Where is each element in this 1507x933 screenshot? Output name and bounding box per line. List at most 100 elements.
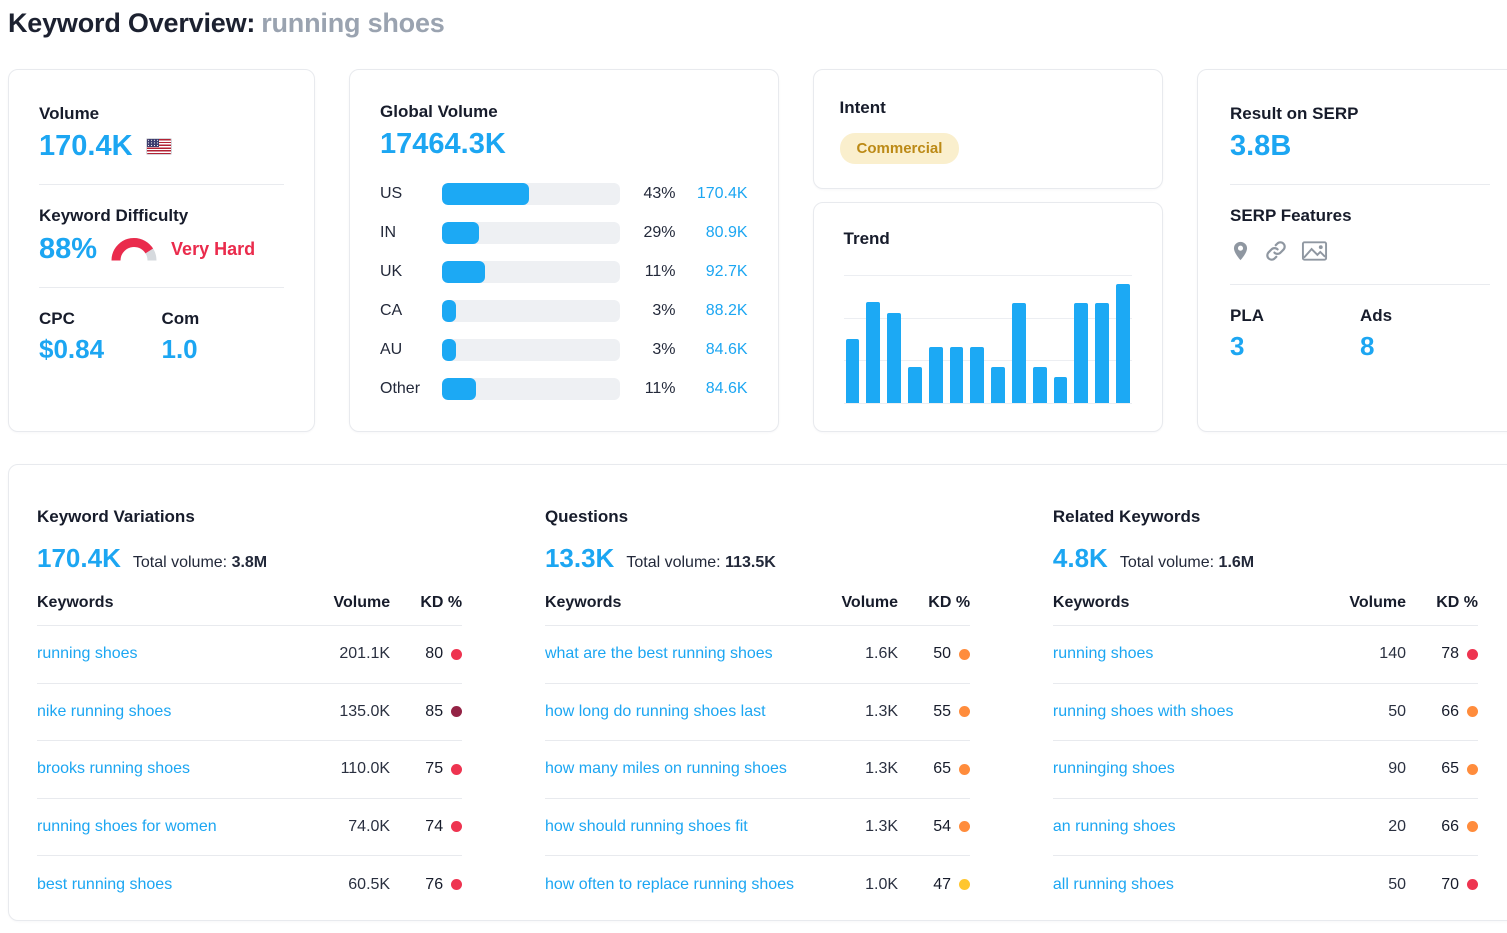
keyword-row: brooks running shoes 110.0K 75 [37,741,463,799]
keyword-volume: 74.0K [348,817,391,835]
keyword-variations-count: 170.4K [37,543,121,573]
related-keywords-section: Related Keywords 4.8K Total volume: 1.6M… [1052,507,1478,920]
questions-section: Questions 13.3K Total volume: 113.5K Key… [544,507,971,920]
total-volume-value: 3.8M [231,554,268,571]
pla-value: 3 [1230,330,1245,361]
col-volume: Volume [841,594,899,611]
kd-percent: 65 [1441,760,1459,778]
keyword-link[interactable]: running shoes with shoes [1052,702,1234,720]
cpc-label: CPC [39,308,75,328]
page-title-prefix: Keyword Overview: [8,8,256,38]
keyword-volume: 50 [1388,702,1406,720]
country-volume-link[interactable]: 170.4K [696,184,748,202]
country-volume-link[interactable]: 84.6K [705,379,748,397]
related-keywords-title: Related Keywords [1052,507,1201,526]
kd-percent: 47 [933,875,952,893]
keyword-link[interactable]: runninging shoes [1052,760,1175,778]
com-label: Com [161,308,200,328]
volume-bar-fill [442,377,476,400]
divider [1230,183,1490,185]
page-title: Keyword Overview: running shoes [8,8,1507,39]
keyword-row: running shoes 140 78 [1052,626,1478,684]
kd-percent: 50 [933,645,952,663]
country-volume-link[interactable]: 92.7K [705,262,748,280]
country-volume-link[interactable]: 80.9K [705,223,748,241]
kd-dot-icon [959,706,971,718]
keyword-link[interactable]: all running shoes [1052,875,1174,893]
keyword-link[interactable]: how long do running shoes last [544,702,766,720]
kd-percent: 75 [425,760,444,778]
kd-dot-icon [1467,648,1478,660]
keyword-volume: 50 [1388,875,1406,893]
country-volume-link[interactable]: 84.6K [705,340,748,358]
trend-bar [845,339,860,403]
divider [39,286,284,288]
gridline [843,275,1132,276]
kd-dot-icon [959,648,971,660]
keyword-difficulty-label: Keyword Difficulty [39,205,189,225]
us-flag-icon [145,138,172,156]
keyword-row: how long do running shoes last 1.3K 55 [544,684,971,741]
results-on-serp-value: 3.8B [1230,130,1292,162]
total-volume-label: Total volume: [132,554,228,571]
country-label: IN [380,223,396,241]
gridline [843,317,1132,319]
keyword-volume: 135.0K [339,702,391,720]
country-label: AU [380,340,403,358]
keyword-link[interactable]: brooks running shoes [37,760,190,778]
trend-bar [1116,283,1130,403]
keyword-link[interactable]: running shoes [37,645,138,663]
ads-value: 8 [1360,330,1375,361]
col-kd: KD % [420,594,463,611]
keyword-link[interactable]: an running shoes [1052,817,1176,835]
kd-percent: 76 [425,875,444,893]
keyword-link[interactable]: what are the best running shoes [544,645,773,663]
total-volume-value: 1.6M [1218,554,1255,571]
global-volume-title: Global Volume [380,102,498,121]
local-pack-icon [1233,241,1248,261]
col-volume: Volume [333,594,391,611]
trend-bar [1032,367,1047,403]
trend-bar [1095,303,1110,403]
col-keywords: Keywords [1052,594,1130,611]
divider [39,183,284,185]
volume-bar-track [442,377,620,400]
volume-bar-track [442,260,620,283]
kd-value: 88% [39,232,98,265]
keyword-volume: 110.0K [340,760,391,778]
trend-card: Trend [812,202,1163,432]
keyword-link[interactable]: nike running shoes [37,702,172,720]
kd-percent: 65 [933,760,952,778]
kd-dot-icon [1467,879,1478,891]
keyword-link[interactable]: running shoes for women [37,817,217,835]
country-volume-row: US 43% 170.4K [380,182,748,205]
kd-percent: 66 [1441,702,1459,720]
keyword-row: running shoes for women 74.0K 74 [37,799,463,856]
country-percent: 11% [644,262,676,280]
kd-dot-icon [451,879,463,891]
col-kd: KD % [1436,594,1478,611]
com-value: 1.0 [161,333,198,364]
trend-bar [1012,303,1026,403]
questions-rows: what are the best running shoes 1.6K 50 … [544,626,971,914]
keyword-row: all running shoes 50 70 [1053,856,1478,914]
cpc-value: $0.84 [39,333,105,364]
trend-title: Trend [843,229,890,248]
keyword-link[interactable]: how should running shoes fit [544,817,748,835]
trend-bar [949,346,964,403]
country-label: CA [380,301,403,319]
kd-dot-icon [959,879,971,891]
keyword-link[interactable]: best running shoes [37,875,173,893]
country-volume-link[interactable]: 88.2K [705,301,748,319]
keyword-volume: 201.1K [339,645,391,663]
table-header: Keywords Volume KD % [544,594,971,626]
country-percent: 11% [644,379,676,397]
keyword-link[interactable]: how many miles on running shoes [544,760,787,778]
keyword-row: how often to replace running shoes 1.0K … [544,856,971,914]
sitelinks-icon [1266,241,1286,261]
keyword-link[interactable]: running shoes [1052,645,1154,663]
kd-percent: 80 [425,645,444,663]
keyword-link[interactable]: how often to replace running shoes [544,875,795,893]
kd-dot-icon [451,648,463,660]
volume-value: 170.4K [39,130,133,162]
